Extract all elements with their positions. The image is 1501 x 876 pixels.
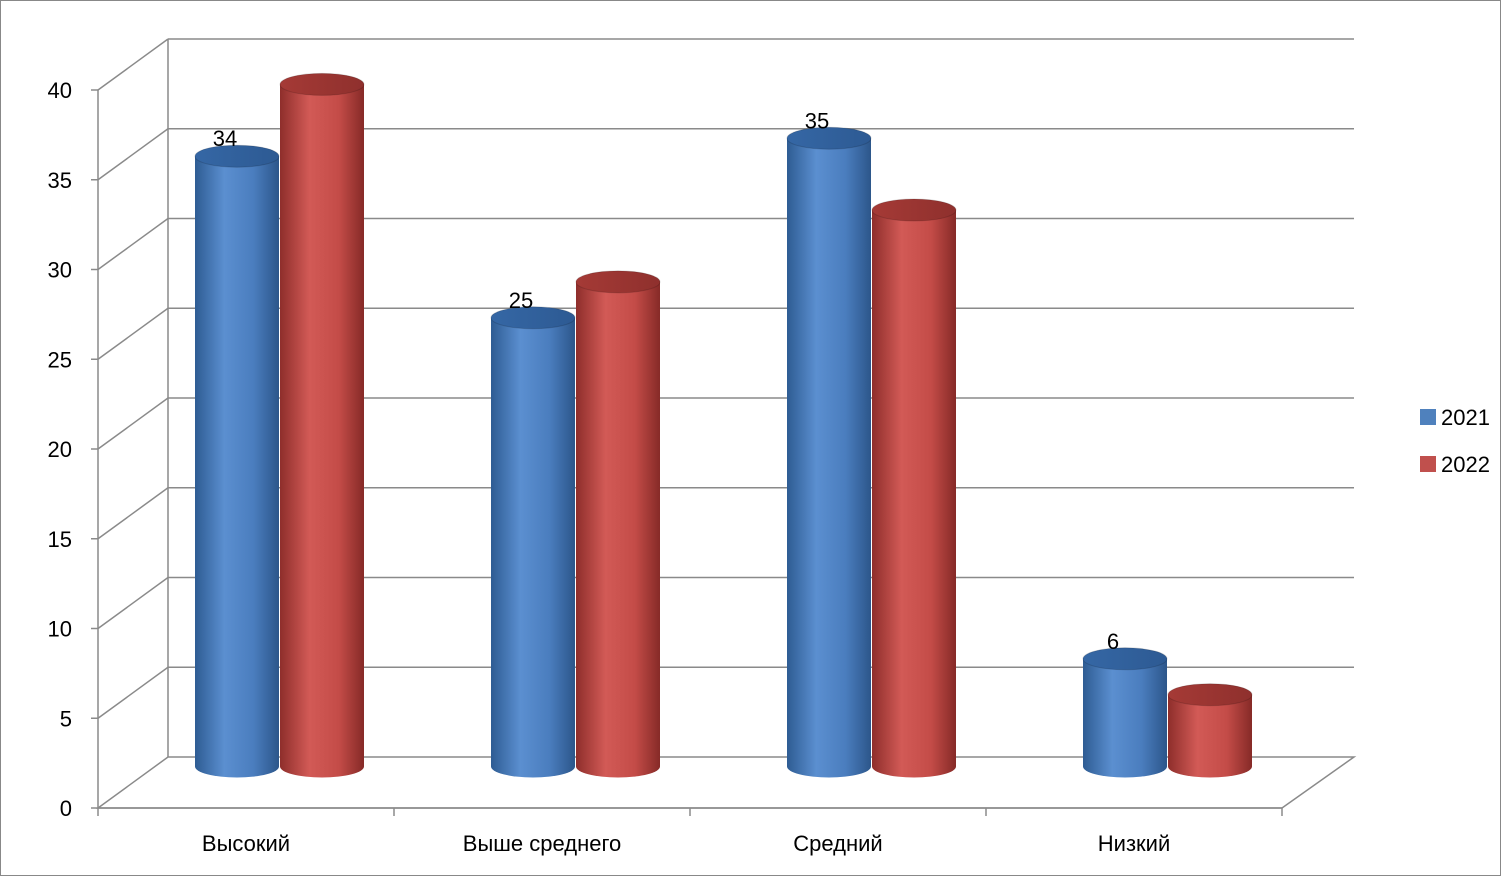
bar-2021-2 (786, 126, 872, 778)
y-tick-label: 40 (48, 78, 72, 103)
bar-top (575, 270, 661, 294)
data-label: 35 (805, 108, 829, 133)
bar-body (491, 317, 575, 778)
bar-top (1167, 683, 1253, 707)
bar-2021-1 (490, 306, 576, 778)
bar-2021-0 (194, 144, 280, 778)
y-tick-label: 30 (48, 258, 72, 283)
labels-layer: Высокий Выше среднего Средний Низкий 34 25 35 6 (202, 108, 1170, 856)
data-label: 34 (213, 126, 237, 151)
bar-top (871, 198, 957, 222)
gridline-side (97, 307, 169, 360)
bar-top (786, 126, 872, 150)
y-tick-label: 20 (48, 437, 72, 462)
legend-label: 2021 (1441, 405, 1490, 430)
legend-layer: 2021 2022 (1420, 405, 1490, 477)
bar-body (195, 156, 279, 778)
bar-top (194, 144, 280, 168)
legend-swatch (1420, 409, 1436, 425)
bar-body (787, 138, 871, 778)
gridline-side (97, 128, 169, 181)
bar-2022-2 (871, 198, 957, 778)
bar-2022-3 (1167, 683, 1253, 778)
y-tick-label: 35 (48, 168, 72, 193)
bar-body (1083, 658, 1167, 778)
gridline-side (97, 397, 169, 450)
bar-body (280, 84, 364, 778)
bars-layer (194, 72, 1253, 778)
axis-layer: 0 5 10 15 20 25 30 35 40 (48, 39, 1283, 821)
gridline-side (97, 217, 169, 271)
gridline-side (97, 576, 169, 630)
gridline-side (97, 487, 169, 540)
grid-layer (95, 38, 1357, 809)
bar-2022-1 (575, 270, 661, 778)
data-label: 6 (1107, 629, 1119, 654)
legend-label: 2022 (1441, 452, 1490, 477)
bar-top (279, 72, 365, 96)
bar-body (576, 281, 660, 778)
bar-top (490, 306, 576, 330)
y-tick-label: 0 (60, 796, 72, 821)
gridline-side (97, 666, 169, 719)
y-tick-label: 5 (60, 706, 72, 731)
y-tick-label: 10 (48, 617, 72, 642)
data-label: 25 (509, 288, 533, 313)
category-label: Высокий (202, 831, 290, 856)
bar-2022-0 (279, 72, 365, 778)
bar-2021-3 (1082, 647, 1168, 778)
bar-top (1082, 647, 1168, 671)
bar-body (1168, 694, 1252, 778)
y-tick-label: 25 (48, 347, 72, 372)
category-label: Выше среднего (463, 831, 621, 856)
legend-swatch (1420, 456, 1436, 472)
y-tick-label: 15 (48, 527, 72, 552)
category-label: Низкий (1098, 831, 1170, 856)
bar-body (872, 210, 956, 778)
category-label: Средний (793, 831, 882, 856)
gridline-side (97, 38, 169, 91)
